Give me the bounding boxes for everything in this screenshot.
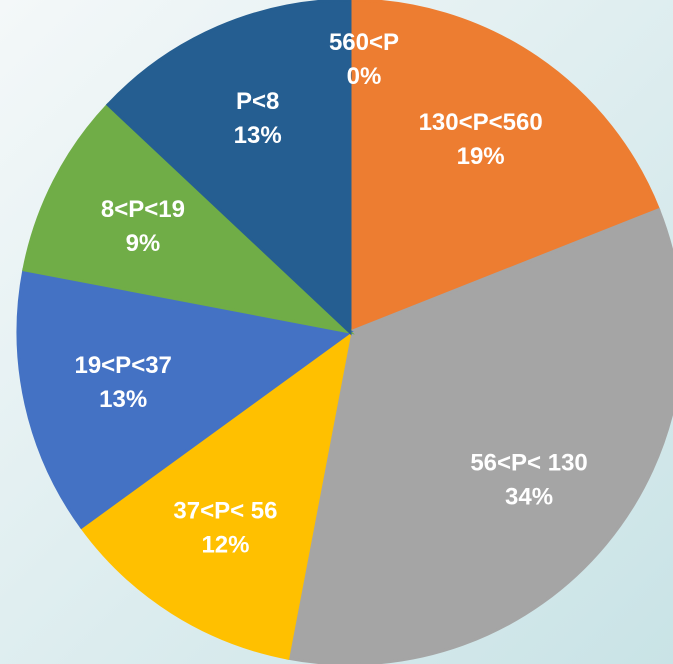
slice-category-label: 8<P<19: [101, 196, 185, 223]
slice-value-label: 0%: [347, 63, 382, 90]
slice-value-label: 13%: [99, 386, 147, 413]
slice-value-label: 13%: [234, 122, 282, 149]
pie-slice: [105, 0, 352, 336]
slice-category-label: 19<P<37: [74, 352, 171, 379]
pie-slice: [348, 0, 661, 335]
slice-category-label: 56<P< 130: [470, 449, 587, 476]
slice-category-label: 560<P: [329, 29, 399, 56]
slice-value-label: 34%: [505, 483, 553, 510]
pie-slice: [16, 268, 354, 530]
slice-category-label: 37<P< 56: [173, 498, 277, 525]
pie-slice: [79, 328, 353, 660]
slice-value-label: 12%: [201, 532, 249, 559]
pie-slice: [22, 102, 355, 335]
labels: 560<P 0% 130<P<560 19% 56<P< 130 34% 37<P< 56 1…: [74, 29, 587, 558]
slice-category-label: 130<P<560: [419, 109, 543, 136]
slice-value-label: 19%: [457, 143, 505, 170]
pie: [16, 0, 673, 664]
slice-value-label: 9%: [126, 230, 161, 257]
pie-slice: [286, 207, 673, 664]
slice-category-label: P<8: [236, 88, 279, 115]
